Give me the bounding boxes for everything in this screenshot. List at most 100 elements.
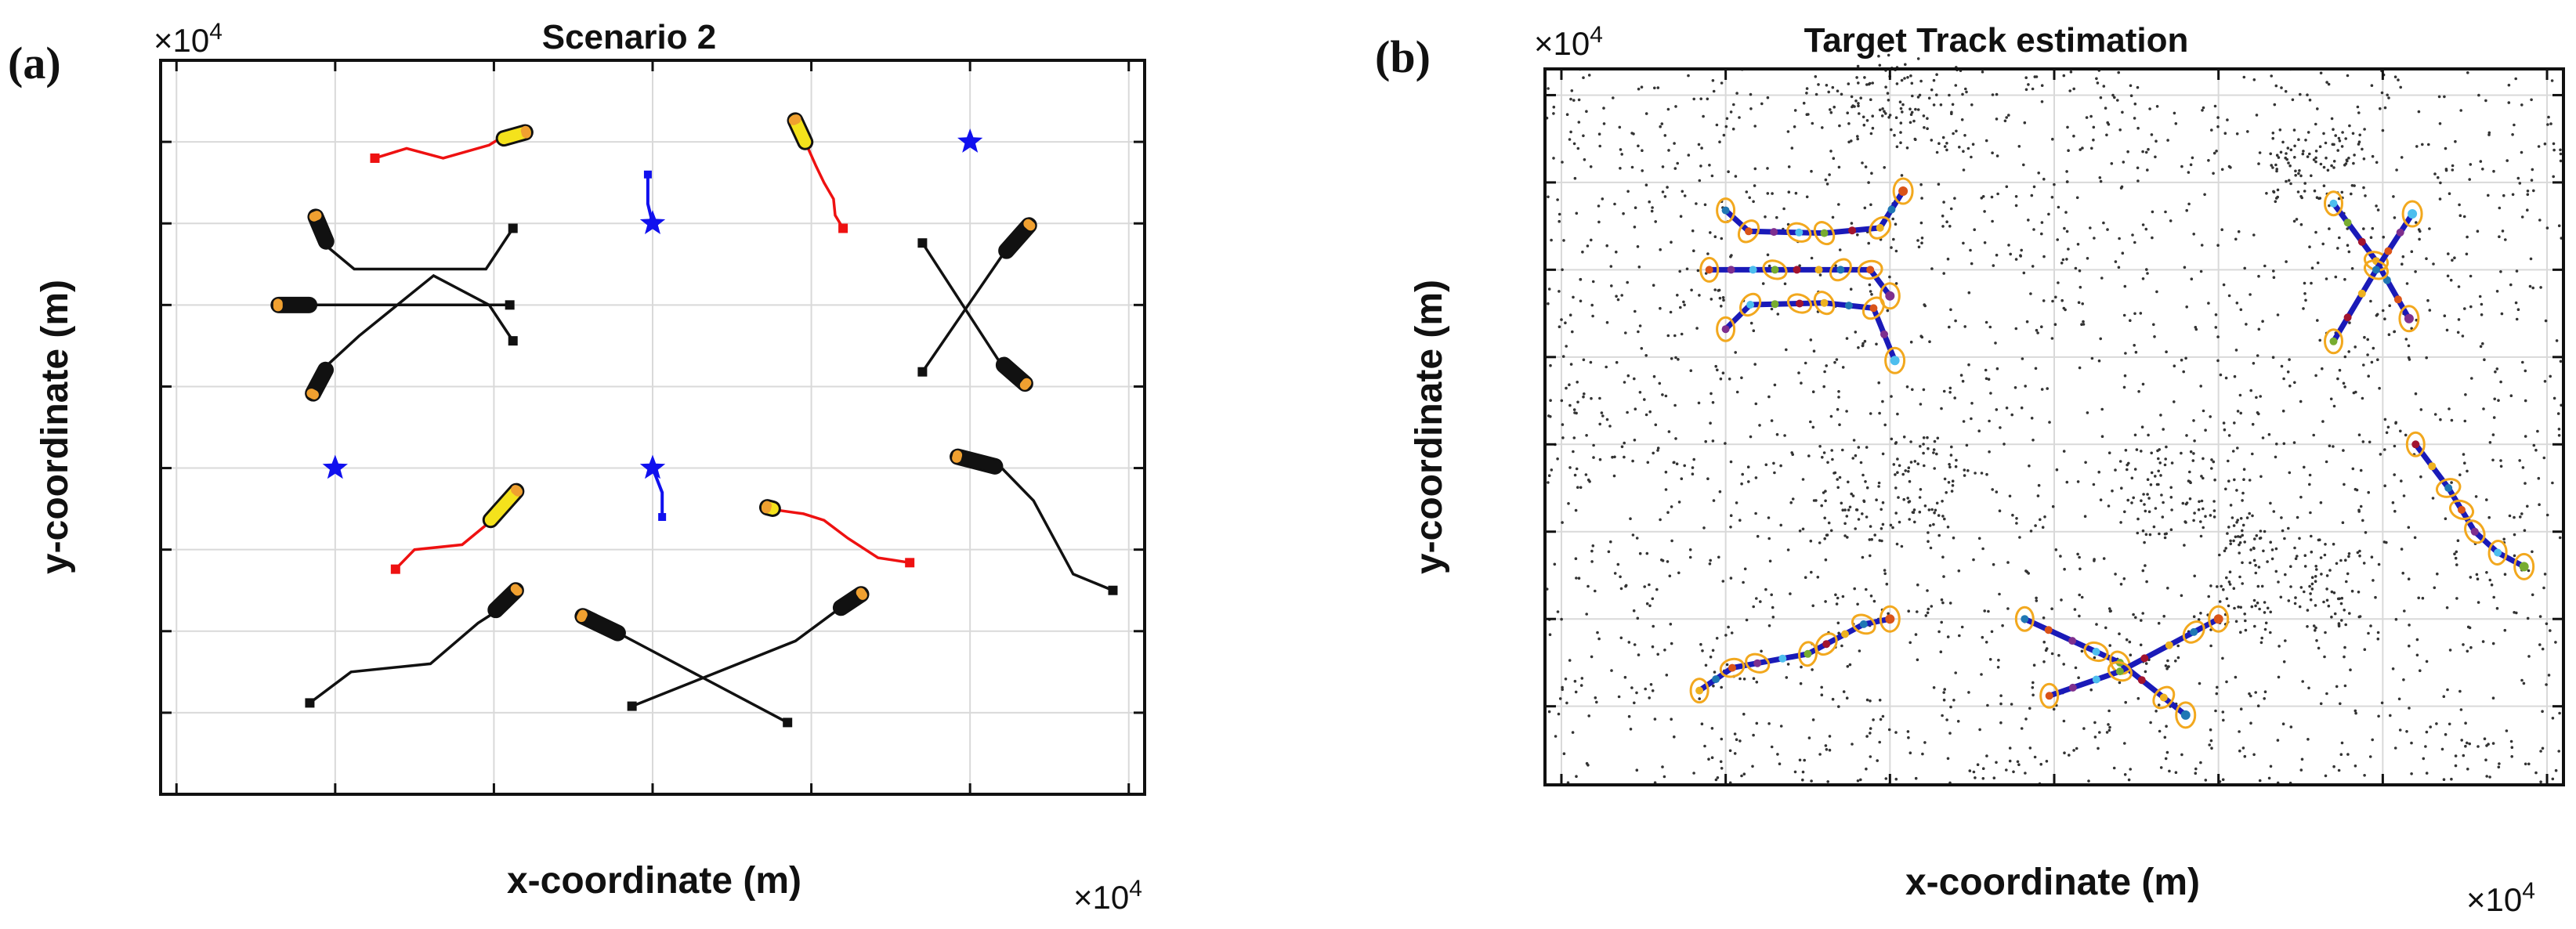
clutter-point: [2021, 357, 2024, 360]
source-star-marker: [639, 210, 666, 234]
clutter-point: [1719, 760, 1723, 764]
clutter-point: [1963, 468, 1966, 472]
clutter-point: [2413, 536, 2417, 540]
clutter-point: [1613, 572, 1617, 575]
clutter-point: [2204, 515, 2207, 518]
clutter-point: [1773, 471, 1776, 475]
clutter-point: [1809, 420, 1812, 424]
clutter-point: [2487, 743, 2490, 746]
clutter-point: [2526, 193, 2530, 197]
estimate-point: [2343, 219, 2352, 227]
clutter-point: [1617, 695, 1621, 699]
clutter-point: [2448, 407, 2451, 410]
clutter-point: [2007, 114, 2010, 117]
target-vehicle: [995, 356, 1033, 392]
clutter-point: [1550, 468, 1554, 472]
clutter-point: [1881, 107, 1884, 110]
clutter-point: [1843, 508, 1847, 511]
clutter-point: [2169, 528, 2173, 531]
clutter-point: [2020, 727, 2024, 730]
clutter-point: [1858, 112, 1861, 115]
covariance-ellipse: [2448, 499, 2475, 520]
clutter-point: [2372, 579, 2375, 582]
clutter-point: [1643, 398, 1646, 401]
clutter-point: [1666, 560, 1670, 563]
clutter-point: [1572, 408, 1576, 411]
clutter-point: [1735, 738, 1738, 741]
clutter-point: [1825, 183, 1829, 186]
clutter-point: [1661, 165, 1665, 168]
panel-a-grid: [161, 60, 1145, 795]
clutter-point: [2284, 639, 2287, 642]
clutter-point: [2027, 219, 2030, 222]
clutter-point: [1667, 149, 1670, 152]
clutter-point: [1985, 754, 1988, 757]
clutter-point: [1656, 449, 1659, 452]
clutter-point: [2159, 766, 2163, 769]
clutter-point: [2375, 313, 2379, 316]
clutter-point: [2214, 709, 2217, 713]
clutter-point: [2024, 76, 2028, 79]
target-vehicle-body: [950, 448, 1004, 475]
clutter-point: [2202, 106, 2205, 110]
clutter-point: [2303, 281, 2306, 285]
clutter-point: [1740, 482, 1743, 486]
auv-path-start-marker: [838, 223, 848, 233]
clutter-point: [1987, 609, 1990, 613]
clutter-point: [2289, 182, 2292, 186]
clutter-point: [1768, 559, 1772, 563]
clutter-point: [1754, 402, 1758, 406]
clutter-point: [1619, 575, 1622, 579]
clutter-point: [1676, 294, 1679, 297]
clutter-point: [1930, 88, 1934, 92]
estimate-point: [1705, 266, 1713, 274]
clutter-point: [1913, 460, 1917, 463]
clutter-point: [1945, 491, 1948, 494]
clutter-point: [2348, 321, 2351, 324]
clutter-point: [1877, 381, 1880, 385]
clutter-point: [1863, 206, 1867, 210]
clutter-point: [1561, 436, 1565, 439]
clutter-point: [2557, 434, 2561, 437]
clutter-point: [2134, 350, 2138, 354]
clutter-point: [2340, 619, 2343, 622]
clutter-point: [2163, 533, 2167, 536]
clutter-point: [2031, 439, 2035, 442]
clutter-point: [2131, 233, 2134, 237]
estimate-point: [2384, 247, 2393, 255]
clutter-point: [2316, 261, 2320, 265]
clutter-point: [2135, 448, 2139, 451]
clutter-point: [1648, 583, 1651, 587]
auv-vehicle-nose: [520, 125, 531, 139]
clutter-point: [2209, 644, 2212, 648]
clutter-point: [2327, 82, 2331, 86]
clutter-point: [2274, 455, 2278, 459]
clutter-point: [2154, 475, 2157, 478]
clutter-point: [1783, 282, 1787, 286]
clutter-point: [1547, 710, 1551, 714]
clutter-point: [1721, 296, 1725, 299]
clutter-point: [1590, 303, 1594, 307]
estimate-point: [2357, 237, 2366, 246]
auv-vehicle-nose: [788, 114, 801, 125]
clutter-point: [2429, 725, 2432, 728]
clutter-point: [1660, 558, 1663, 562]
clutter-point: [1711, 649, 1715, 652]
estimate-point: [1796, 299, 1804, 308]
clutter-point: [1923, 464, 1926, 468]
clutter-point: [2279, 150, 2283, 154]
clutter-point: [2034, 367, 2038, 371]
clutter-point: [1846, 536, 1849, 539]
clutter-point: [2082, 320, 2085, 324]
clutter-point: [2218, 600, 2222, 603]
clutter-point: [1547, 87, 1550, 90]
clutter-point: [2287, 599, 2291, 602]
clutter-point: [2351, 467, 2355, 471]
clutter-point: [2044, 649, 2048, 652]
clutter-point: [2075, 196, 2079, 200]
clutter-point: [2272, 510, 2276, 513]
clutter-point: [2225, 576, 2228, 580]
estimate-point: [1876, 223, 1884, 232]
clutter-point: [1908, 641, 1912, 645]
clutter-point: [2509, 283, 2513, 287]
